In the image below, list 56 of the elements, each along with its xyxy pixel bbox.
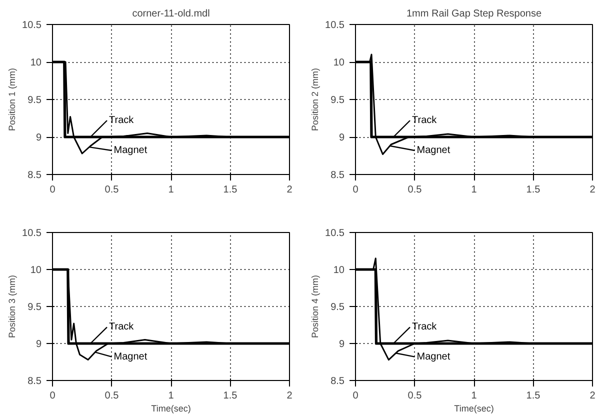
y-tick-label: 9.5 (330, 95, 345, 106)
x-tick-label: 0 (50, 390, 56, 402)
x-tick-label: 1.5 (526, 184, 541, 196)
x-tick-label: 2 (286, 390, 293, 402)
x-tick-label: 1.5 (223, 390, 238, 402)
y-tick-label: 9.5 (28, 302, 42, 313)
x-tick-label: 0 (352, 390, 359, 402)
x-tick-label: 0.5 (408, 184, 422, 196)
chart-title: corner-11-old.mdl (132, 8, 210, 20)
series-label: Track (412, 322, 438, 333)
y-tick-label: 9 (338, 132, 345, 144)
x-tick-label: 1.5 (526, 390, 541, 402)
legend-label: Magnet (114, 351, 148, 362)
y-tick-label: 8.5 (28, 376, 42, 387)
legend-label: Magnet (416, 351, 450, 362)
x-tick-label: 0.5 (408, 390, 422, 402)
y-tick-label: 8.5 (330, 376, 345, 387)
x-tick-label: 2 (590, 184, 596, 196)
y-tick-label: 10.5 (325, 228, 345, 239)
y-tick-label: 10 (30, 58, 42, 68)
legend-label: Magnet (416, 145, 450, 156)
x-tick-label: 1 (471, 390, 478, 402)
x-axis-title: Time(sec) (151, 404, 191, 414)
x-tick-label: 0 (50, 184, 56, 196)
legend-label: Magnet (114, 145, 148, 156)
x-tick-label: 0.5 (104, 390, 120, 402)
y-tick-label: 9 (36, 132, 42, 144)
y-tick-label: 8.5 (330, 170, 345, 181)
y-axis-title: Position 2 (mm) (310, 68, 320, 132)
y-tick-label: 10.5 (325, 20, 345, 31)
y-tick-label: 9 (338, 339, 345, 350)
x-tick-label: 1 (168, 390, 174, 402)
y-tick-label: 8.5 (28, 170, 42, 181)
chart-title: 1mm Rail Gap Step Response (406, 8, 542, 20)
x-tick-label: 0 (352, 184, 359, 196)
y-axis-title: Position 1 (mm) (7, 68, 18, 132)
series-label: Track (412, 115, 438, 126)
y-tick-label: 10.5 (22, 228, 42, 239)
y-tick-label: 10 (30, 265, 42, 276)
y-tick-label: 10.5 (22, 20, 42, 31)
y-axis-title: Position 4 (mm) (310, 274, 320, 338)
x-tick-label: 2 (590, 390, 596, 402)
series-label: Track (109, 115, 135, 126)
y-tick-label: 9.5 (28, 95, 42, 106)
x-axis-title: Time(sec) (454, 404, 494, 414)
x-tick-label: 1 (471, 184, 478, 196)
x-tick-label: 2 (286, 184, 293, 196)
y-tick-label: 9 (36, 339, 42, 350)
y-tick-label: 10 (333, 58, 345, 68)
x-tick-label: 0.5 (104, 184, 120, 196)
x-tick-label: 1.5 (223, 184, 238, 196)
y-tick-label: 10 (333, 265, 345, 276)
y-axis-title: Position 3 (mm) (7, 274, 18, 338)
x-tick-label: 1 (168, 184, 174, 196)
y-tick-label: 9.5 (330, 302, 345, 313)
series-label: Track (109, 322, 135, 333)
